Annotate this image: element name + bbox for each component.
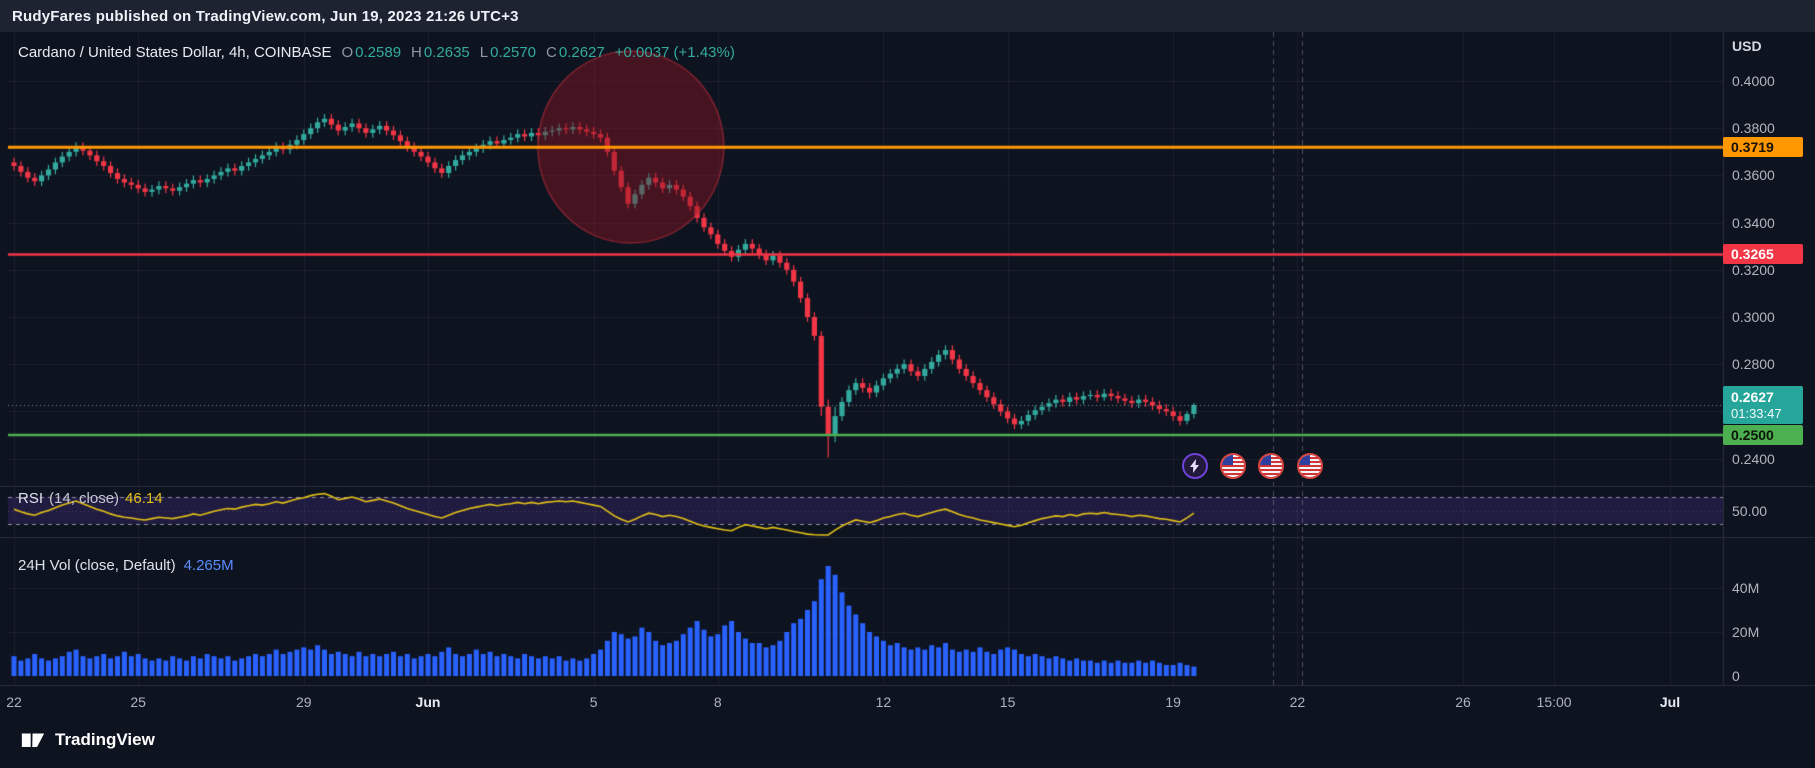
bar-countdown: 01:33:47 [1731,406,1782,422]
us-economic-event-icon[interactable] [1220,453,1246,479]
brand-text: TradingView [55,730,155,749]
attribution-bar: RudyFares published on TradingView.com, … [0,0,1815,32]
volume-tick: 20M [1732,624,1760,640]
rsi-value: 46.14 [125,490,163,507]
volume-tick: 0 [1732,668,1740,684]
rsi-params: (14, close) [49,490,120,507]
price-tick: 0.3800 [1732,120,1775,137]
price-tag-support-mid: 0.3265 [1723,244,1803,265]
price-tick: 0.2400 [1732,450,1775,467]
time-tick: 12 [875,694,892,710]
tradingview-mark-icon [21,733,45,747]
last-price-tag: 0.2627 01:33:47 [1723,386,1803,425]
price-tag-support: 0.2500 [1723,425,1803,445]
time-tick: 5 [589,694,598,710]
time-tick: Jun [415,694,441,710]
volume-value: 4.265M [183,557,234,574]
rsi-level-label: 50.00 [1732,502,1768,519]
time-tick: 22 [1289,694,1306,710]
rsi-title: RSI [18,490,44,507]
price-tick: 0.3600 [1732,167,1775,184]
close-label: C [546,44,557,61]
price-axis-currency: USD [1732,38,1762,54]
price-change: +0.0037 (+1.43%) [614,44,735,61]
support-price: 0.2500 [1731,427,1774,443]
price-tick: 0.3400 [1732,214,1775,231]
time-axis[interactable]: 22 25 29 Jun 5 8 12 15 19 22 26 15:00 Jul [0,685,1815,721]
resistance-price: 0.3719 [1731,139,1774,156]
time-tick: Jul [1659,694,1681,710]
open-value: 0.2589 [355,44,402,61]
open-label: O [341,44,354,61]
attribution-text: RudyFares published on TradingView.com, … [12,7,519,25]
volume-tick: 40M [1732,580,1760,596]
low-label: L [479,44,489,61]
us-economic-event-icon[interactable] [1258,453,1284,479]
price-axis[interactable]: USD 0.3719 0.3265 0.2627 01:33:47 0.2500… [1723,0,1815,768]
rsi-legend: RSI (14, close) 46.14 [18,490,163,507]
time-tick: 22 [6,694,22,710]
symbol-legend: Cardano / United States Dollar, 4h, COIN… [18,44,745,61]
time-tick: 19 [1165,694,1181,710]
price-tick: 0.3200 [1732,261,1775,278]
time-tick: 26 [1455,694,1471,710]
price-tick: 0.2800 [1732,356,1775,373]
flash-event-icon[interactable] [1182,453,1208,479]
price-tick: 0.3000 [1732,309,1775,325]
price-tick: 0.4000 [1732,73,1775,89]
us-economic-event-icon[interactable] [1297,453,1323,479]
time-tick: 25 [130,694,146,710]
volume-legend: 24H Vol (close, Default) 4.265M [18,557,234,574]
volume-title: 24H Vol (close, Default) [18,557,176,574]
price-tag-resistance: 0.3719 [1723,137,1803,158]
time-tick: 15:00 [1536,694,1572,710]
symbol-title: Cardano / United States Dollar, 4h, COIN… [18,44,332,61]
tradingview-logo[interactable]: TradingView [20,727,155,753]
low-value: 0.2570 [490,44,537,61]
time-tick: 8 [713,694,722,710]
high-value: 0.2635 [423,44,470,61]
lightning-bolt-icon [1190,459,1199,473]
time-tick: 29 [296,694,312,710]
time-tick: 15 [999,694,1016,710]
last-price: 0.2627 [1731,389,1774,406]
close-value: 0.2627 [558,44,605,61]
mid-price: 0.3265 [1731,246,1774,263]
ohlc-readout: O 0.2589 H 0.2635 L 0.2570 C 0.2627 +0.0037 … [341,44,744,61]
high-label: H [411,44,422,61]
